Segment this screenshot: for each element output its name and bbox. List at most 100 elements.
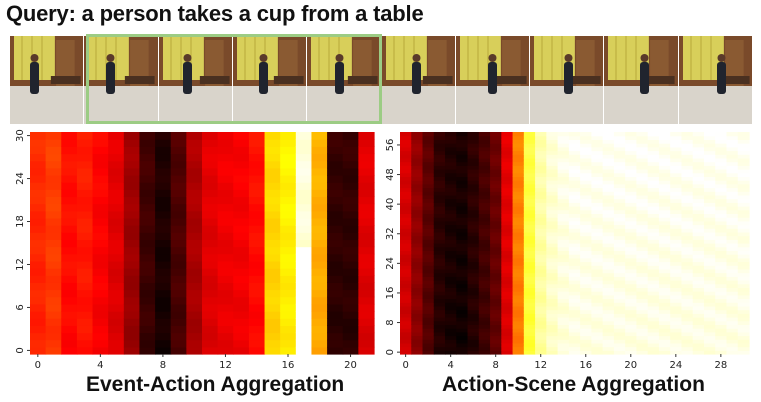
action-scene-heatmap-cell	[647, 243, 660, 248]
event-action-heatmap-cell	[123, 239, 141, 248]
event-action-heatmap-cell	[123, 253, 141, 262]
action-scene-heatmap-cell	[625, 342, 638, 348]
action-scene-heatmap-cell	[613, 280, 626, 285]
action-scene-heatmap-cell	[456, 143, 469, 148]
action-scene-heatmap-cell	[501, 235, 514, 240]
action-scene-heatmap-cell	[580, 217, 592, 222]
action-scene-heatmap-cell	[478, 154, 491, 159]
action-scene-heatmap-cell	[478, 213, 491, 218]
action-scene-heatmap-cell	[591, 331, 604, 337]
action-scene-heatmap-cell	[625, 261, 638, 266]
action-scene-heatmap-cell	[613, 132, 626, 137]
event-action-heatmap-cell	[61, 153, 78, 162]
event-action-heatmap-cell	[233, 232, 250, 241]
action-scene-heatmap-cell	[737, 342, 750, 348]
event-action-heatmap-cell	[311, 160, 328, 169]
event-action-heatmap-cell	[123, 160, 141, 169]
action-scene-heatmap-cell	[636, 320, 649, 325]
event-action-heatmap-cell	[139, 246, 156, 255]
action-scene-heatmap-cell	[670, 254, 683, 259]
action-scene-heatmap-cell	[580, 265, 592, 270]
event-action-heatmap-cell	[76, 239, 94, 248]
action-scene-heatmap-cell	[456, 209, 469, 214]
action-scene-heatmap-cell	[726, 213, 739, 218]
event-action-heatmap-cell	[202, 268, 219, 276]
event-action-heatmap-cell	[45, 339, 62, 348]
action-scene-heatmap-cell	[681, 165, 694, 170]
action-scene-heatmap-cell	[445, 342, 457, 348]
event-action-heatmap-cell	[233, 153, 250, 162]
action-scene-heatmap-cell	[692, 257, 705, 263]
action-scene-heatmap-cell	[591, 280, 604, 285]
action-scene-heatmap-cell	[670, 339, 683, 344]
event-action-heatmap-cell	[311, 146, 328, 155]
action-scene-heatmap-cell	[478, 176, 491, 181]
action-scene-heatmap-cell	[467, 272, 480, 277]
action-scene-heatmap-cell	[422, 206, 435, 211]
action-scene-heatmap-cell	[692, 161, 705, 166]
event-action-heatmap-cell	[186, 246, 203, 255]
action-scene-heatmap-cell	[546, 261, 559, 266]
action-scene-heatmap-cell	[602, 172, 615, 177]
action-scene-heatmap-cell	[456, 265, 469, 270]
action-scene-heatmap-cell	[400, 224, 412, 229]
action-scene-heatmap-cell	[478, 261, 491, 266]
action-scene-heatmap-cell	[726, 254, 739, 259]
action-scene-heatmap-cell	[602, 217, 615, 222]
action-scene-heatmap-cell	[433, 272, 446, 277]
event-action-heatmap-cell	[217, 203, 234, 212]
action-scene-heatmap-cell	[692, 146, 705, 152]
event-action-heatmap-cell	[45, 318, 62, 326]
action-scene-heatmap-cell	[726, 228, 739, 233]
event-action-heatmap-cell	[248, 217, 266, 226]
action-scene-heatmap-cell	[726, 268, 739, 274]
action-scene-heatmap-cell	[591, 287, 604, 292]
action-scene-heatmap-cell	[456, 194, 469, 200]
event-action-heatmap-cell	[186, 268, 203, 276]
action-scene-heatmap-cell	[557, 276, 570, 281]
action-scene-heatmap-cell	[490, 139, 502, 144]
action-scene-heatmap-cell	[726, 324, 739, 329]
action-scene-heatmap-cell	[490, 261, 502, 266]
action-scene-heatmap-cell	[681, 243, 694, 248]
action-scene-heatmap-cell	[490, 183, 502, 189]
action-scene-heatmap-cell	[613, 309, 626, 314]
action-scene-heatmap-cell	[568, 328, 581, 333]
action-scene-heatmap-cell	[501, 305, 514, 311]
action-scene-heatmap-cell	[557, 272, 570, 277]
event-action-heatmap-cell	[217, 146, 234, 155]
event-action-heatmap-cell	[186, 232, 203, 241]
action-scene-heatmap-cell	[445, 335, 457, 340]
action-scene-heatmap-cell	[715, 346, 728, 351]
action-scene-heatmap-cell	[580, 276, 592, 281]
event-action-heatmap-cell	[280, 153, 297, 162]
action-scene-heatmap-cell	[456, 309, 469, 314]
action-scene-heatmap-cell	[411, 239, 424, 244]
event-action-heatmap-cell	[155, 260, 172, 269]
action-scene-heatmap-ytick-label: 16	[385, 287, 396, 300]
action-scene-heatmap-cell	[512, 183, 525, 189]
action-scene-heatmap-cell	[715, 276, 728, 281]
action-scene-heatmap-cell	[535, 283, 547, 288]
action-scene-heatmap-cell	[456, 302, 469, 307]
action-scene-heatmap-cell	[433, 246, 446, 251]
action-scene-heatmap-cell	[478, 342, 491, 348]
action-scene-heatmap-cell	[523, 257, 536, 263]
action-scene-heatmap-cell	[602, 235, 615, 240]
action-scene-heatmap-cell	[467, 146, 480, 152]
event-action-heatmap-cell	[295, 282, 313, 291]
action-scene-heatmap-cell	[400, 217, 412, 222]
event-action-heatmap-cell	[264, 289, 281, 298]
action-scene-heatmap-cell	[681, 283, 694, 288]
action-scene-heatmap-cell	[568, 187, 581, 192]
action-scene-heatmap-cell	[535, 305, 547, 311]
event-action-heatmap-cell	[92, 196, 109, 205]
action-scene-heatmap-cell	[400, 139, 412, 144]
action-scene-heatmap-cell	[501, 294, 514, 300]
action-scene-heatmap-cell	[411, 246, 424, 251]
action-scene-heatmap-cell	[523, 346, 536, 351]
action-scene-heatmap-cell	[400, 339, 412, 344]
event-action-heatmap-cell	[327, 225, 344, 233]
event-action-heatmap-cell	[358, 282, 375, 291]
event-action-heatmap-cell	[61, 160, 78, 169]
